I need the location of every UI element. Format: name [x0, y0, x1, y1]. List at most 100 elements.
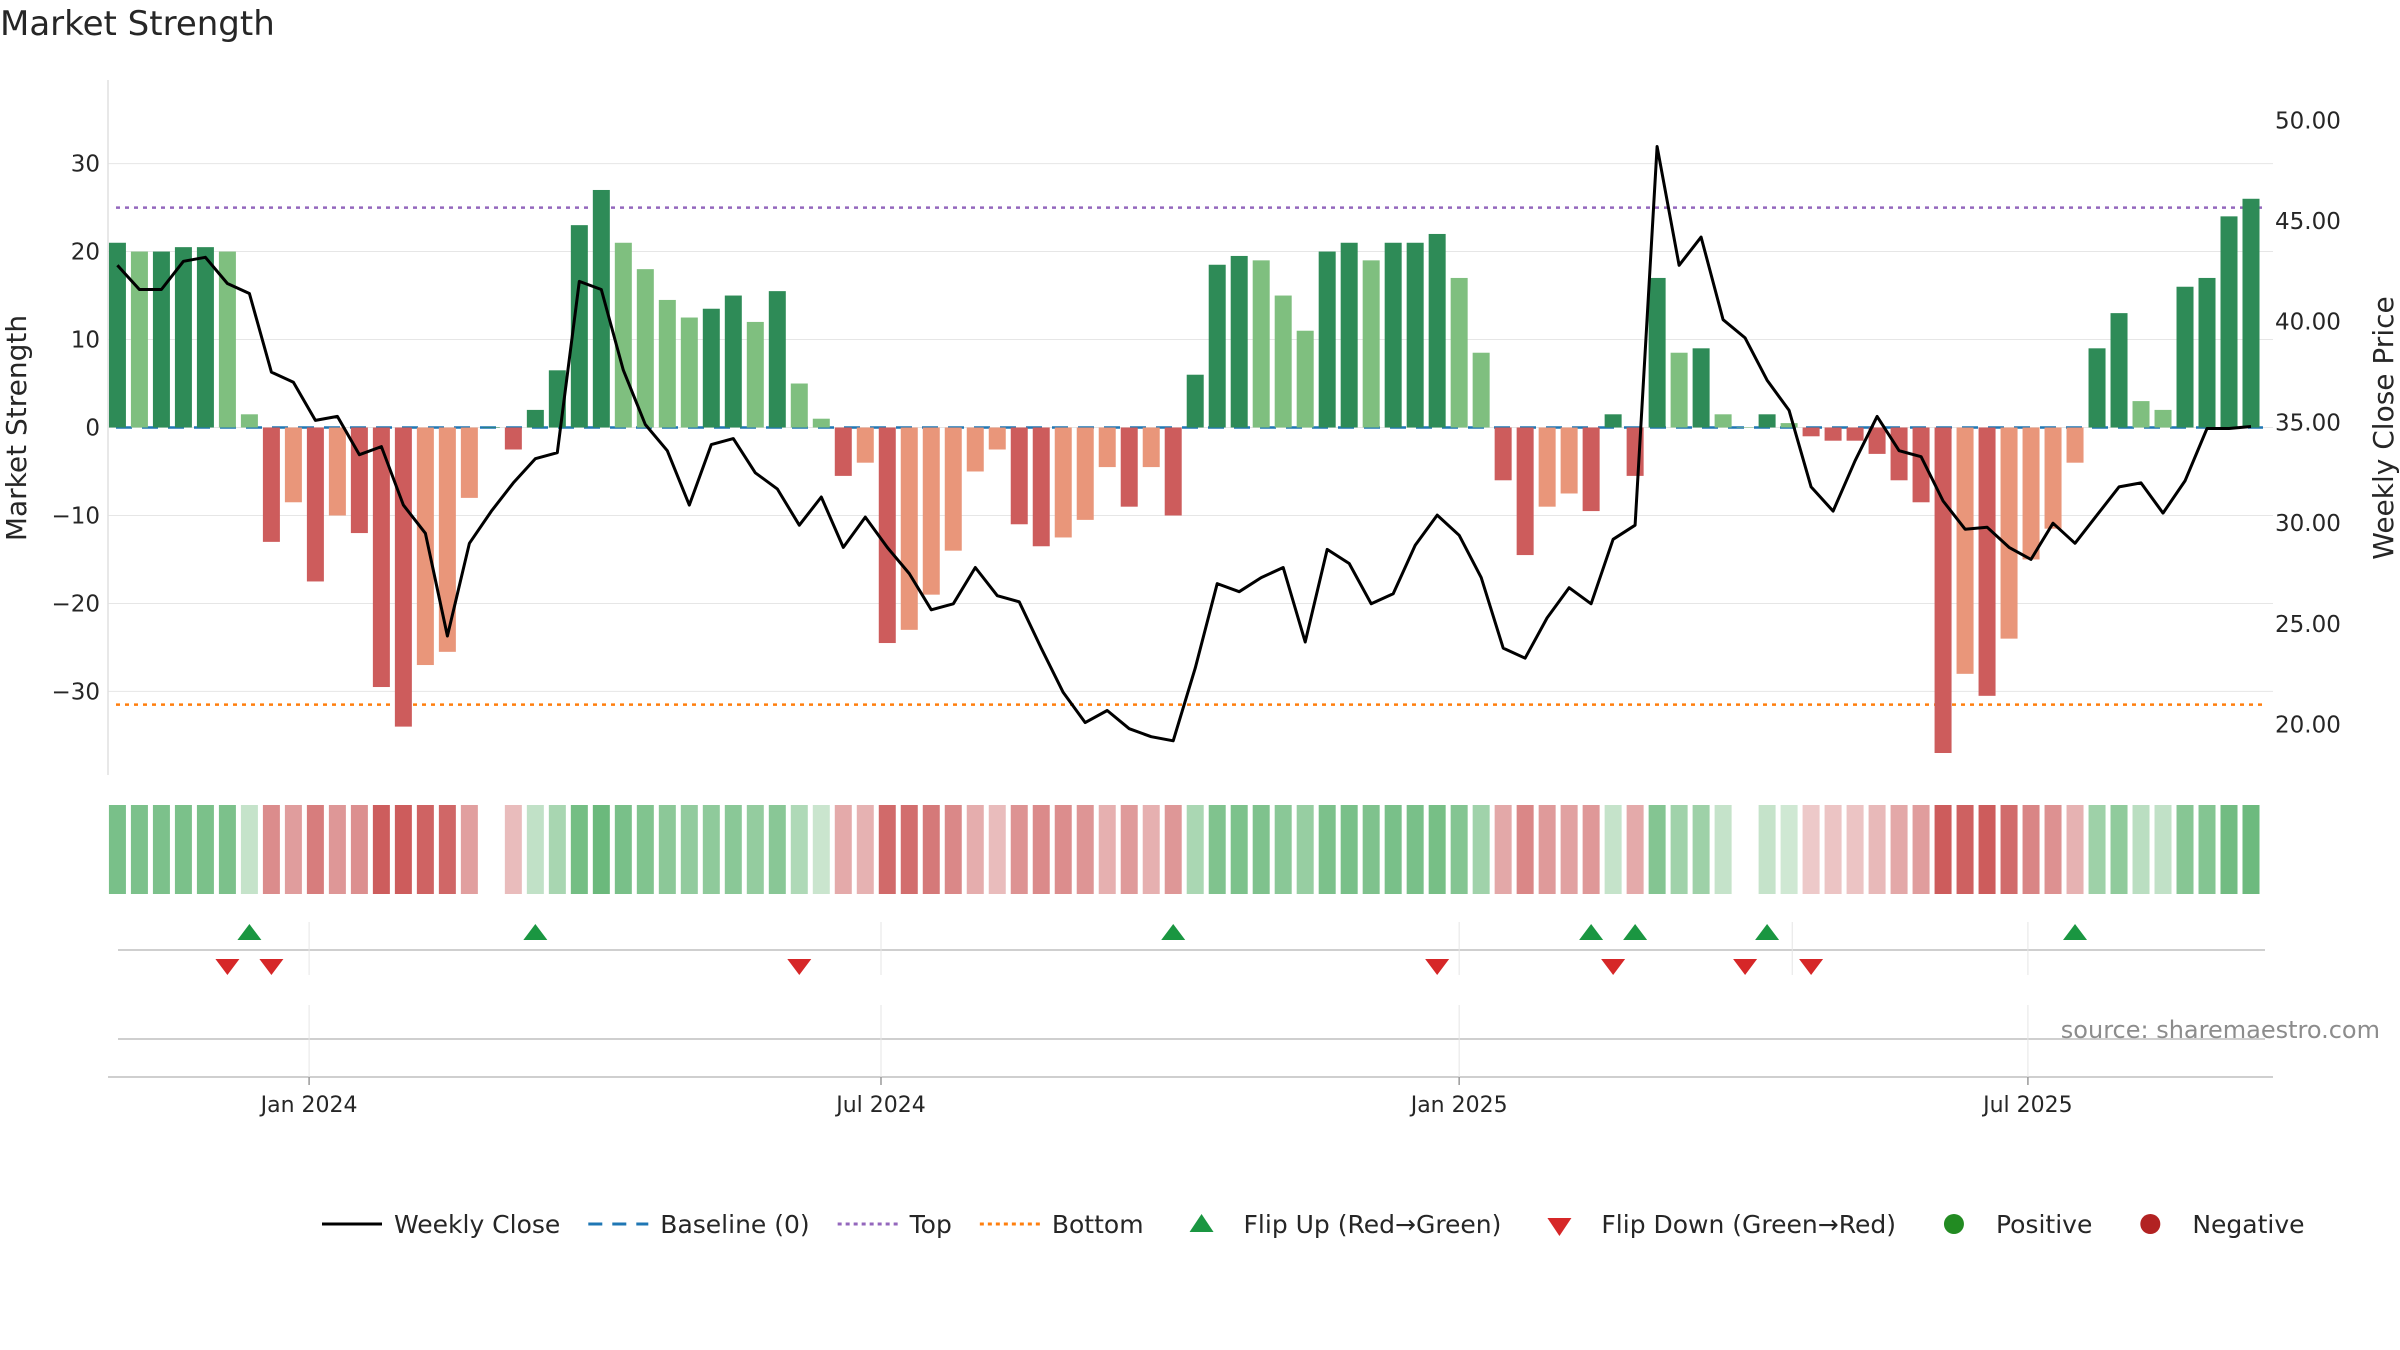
strength-bar: [394, 427, 412, 727]
strength-bar: [174, 247, 192, 428]
flip-up-marker: [237, 924, 262, 940]
legend-label: Flip Up (Red→Green): [1244, 1210, 1502, 1239]
strength-bar: [790, 383, 808, 428]
strength-bar: [1670, 352, 1688, 428]
flip-markers-panel: [118, 922, 2265, 975]
left-tick-label: 30: [71, 152, 100, 178]
heat-cell: [548, 805, 566, 894]
flip-down-marker: [1425, 959, 1450, 975]
heat-cell: [1164, 805, 1182, 894]
heat-cell: [394, 805, 412, 894]
heat-cell: [2066, 805, 2084, 894]
strength-bar: [1978, 427, 1996, 696]
heat-cell: [570, 805, 588, 894]
strength-bar: [1934, 427, 1952, 754]
flip-down-marker: [259, 959, 284, 975]
date-tick-label: Jul 2025: [1981, 1093, 2073, 1118]
left-tick-label: −10: [51, 503, 100, 529]
date-tick-label: Jul 2024: [834, 1093, 926, 1118]
strength-bar: [1120, 427, 1138, 507]
heat-cell: [1538, 805, 1556, 894]
strength-bar: [1340, 242, 1358, 428]
flip-down-marker: [787, 959, 812, 975]
strength-bar: [1142, 427, 1160, 468]
legend-swatch-negative: [2140, 1214, 2161, 1234]
strength-bar: [1824, 427, 1842, 441]
heat-cell: [2242, 805, 2260, 894]
heat-cell: [592, 805, 610, 894]
strength-bar: [2000, 427, 2018, 639]
heat-cell: [1758, 805, 1776, 894]
legend-label: Weekly Close: [394, 1210, 560, 1239]
strength-bar: [680, 317, 698, 428]
heat-cell: [1032, 805, 1050, 894]
legend-label: Top: [909, 1210, 952, 1239]
strength-bar: [614, 242, 632, 428]
heat-cell: [1670, 805, 1688, 894]
heat-cell: [1142, 805, 1160, 894]
weekly-close-path: [116, 145, 2252, 743]
strength-bar: [900, 427, 918, 630]
heat-cell: [1098, 805, 1116, 894]
heat-cell: [504, 805, 522, 894]
heat-cell: [196, 805, 214, 894]
strength-bar: [2220, 216, 2238, 428]
strength-bar: [2198, 277, 2216, 428]
strength-bar: [1274, 295, 1292, 428]
strength-bar: [130, 251, 148, 428]
flip-down-marker: [1733, 959, 1758, 975]
right-tick-label: 40.00: [2275, 310, 2341, 336]
heat-cell: [812, 805, 830, 894]
heat-cell: [2176, 805, 2194, 894]
strength-bar: [2176, 286, 2194, 428]
strength-bar: [1296, 330, 1314, 428]
heat-cell: [1450, 805, 1468, 894]
strength-bar: [1868, 427, 1886, 454]
heat-cell: [1824, 805, 1842, 894]
heat-cell: [1780, 805, 1798, 894]
heat-cell: [1890, 805, 1908, 894]
strength-bar: [834, 427, 852, 476]
heat-cell: [1428, 805, 1446, 894]
strength-bar: [504, 427, 522, 450]
weekly-close-line: [116, 145, 2252, 743]
heat-cell: [284, 805, 302, 894]
strength-bar: [1736, 427, 1754, 428]
heat-cell: [1230, 805, 1248, 894]
legend-label: Flip Down (Green→Red): [1601, 1210, 1896, 1239]
date-axis-panel: Jan 2024 Jul 2024 Jan 2025 Jul 2025 source: …: [108, 1005, 2380, 1118]
strength-bar: [1230, 255, 1248, 428]
strength-bar: [1780, 423, 1798, 428]
strength-bar: [1406, 242, 1424, 428]
heat-cell: [944, 805, 962, 894]
strength-bar: [218, 251, 236, 428]
strength-bar: [240, 414, 258, 428]
left-axis-label: Market Strength: [0, 315, 33, 541]
strength-bar: [1560, 427, 1578, 494]
flip-up-marker: [1579, 924, 1604, 940]
strength-bar: [658, 299, 676, 428]
date-tick-label: Jan 2025: [1409, 1093, 1508, 1118]
heat-cell: [724, 805, 742, 894]
left-tick-label: 20: [71, 240, 100, 266]
heat-cell: [438, 805, 456, 894]
strength-bar: [1604, 414, 1622, 428]
axes: 30 20 10 0 −10 −20 −30 50.00 45.00 40.00 35.00 30.0…: [0, 80, 2400, 775]
strength-bar: [746, 321, 764, 428]
heat-cell: [856, 805, 874, 894]
heat-cell: [1626, 805, 1644, 894]
strength-bar: [768, 291, 786, 428]
strength-bar: [1802, 427, 1820, 437]
heat-cell: [2220, 805, 2238, 894]
heat-cell: [1714, 805, 1732, 894]
strength-bar: [328, 427, 346, 516]
heat-cell: [1120, 805, 1138, 894]
strength-bar: [2132, 401, 2150, 428]
heat-cell: [1186, 805, 1204, 894]
heat-cell: [878, 805, 896, 894]
heat-cell: [1912, 805, 1930, 894]
strength-bar: [944, 427, 962, 551]
flip-down-marker: [215, 959, 240, 975]
strength-bar: [1758, 414, 1776, 428]
